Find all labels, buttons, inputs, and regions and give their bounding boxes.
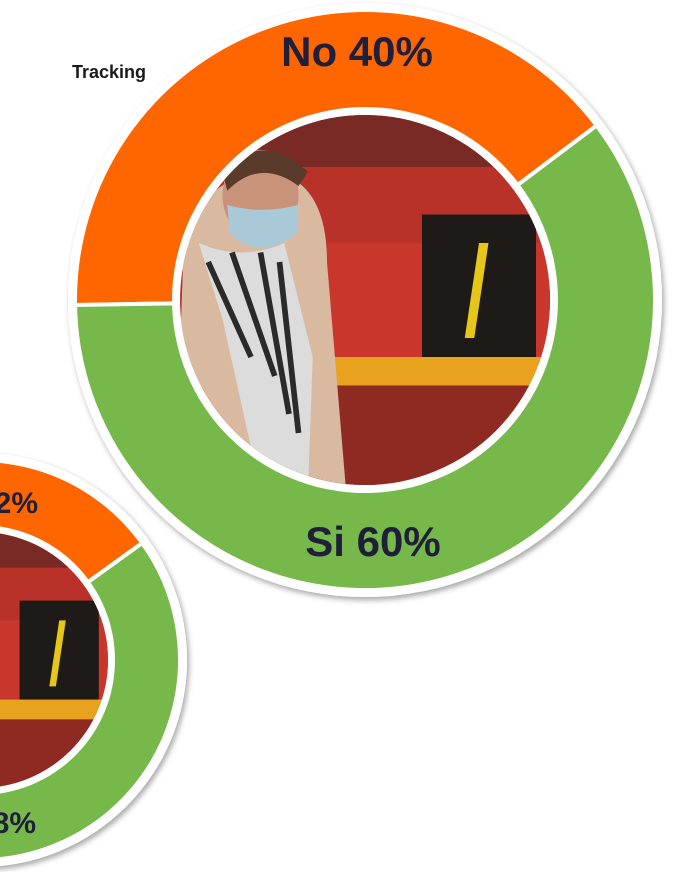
data-label: 2% — [0, 487, 38, 520]
donut-segment — [0, 459, 146, 586]
data-label: 8% — [0, 807, 36, 840]
data-label: Si 60% — [305, 518, 440, 565]
data-label: No 40% — [281, 28, 433, 75]
chart-title: Tracking — [72, 62, 146, 82]
